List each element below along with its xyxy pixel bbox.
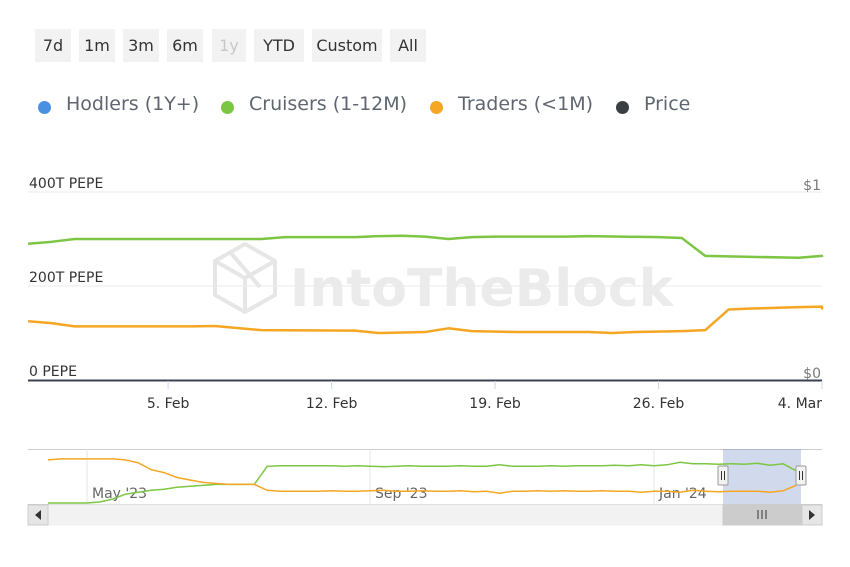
intotheblock-logo-icon — [213, 242, 277, 314]
x-tick-label: 26. Feb — [633, 396, 685, 412]
y-right-tick-label: $0 — [803, 366, 821, 382]
navigator-selection[interactable] — [723, 449, 801, 504]
navigator: May '23 Sep '23 Jan '24 — [27, 449, 823, 526]
range-button-7d[interactable]: 7d — [35, 29, 71, 62]
x-tick-label: 12. Feb — [306, 396, 358, 412]
navigator-series-traders — [47, 458, 797, 494]
range-button-ytd[interactable]: YTD — [254, 29, 304, 62]
navigator-handle-right[interactable] — [795, 465, 807, 486]
axes: 0 PEPE 200T PEPE 400T PEPE $0 $1 5. Feb 12. Fe… — [28, 176, 823, 412]
legend-dot-icon — [221, 101, 234, 114]
range-button-6m[interactable]: 6m — [167, 29, 203, 62]
x-tick-label: 5. Feb — [147, 396, 190, 412]
range-button-1y: 1y — [212, 29, 246, 62]
legend-label: Traders (<1M) — [458, 93, 593, 115]
navigator-handle-left[interactable] — [717, 465, 729, 486]
x-tick-label: 4. Mar — [778, 396, 822, 412]
legend-label: Hodlers (1Y+) — [66, 93, 200, 115]
arrow-right-icon[interactable] — [801, 504, 823, 526]
series-line-traders — [27, 305, 824, 335]
legend-dot-icon — [616, 101, 629, 114]
y-right-tick-label: $1 — [803, 178, 821, 194]
y-tick-label: 400T PEPE — [29, 176, 103, 192]
navigator-tick-label: Sep '23 — [375, 486, 428, 502]
legend-dot-icon — [430, 101, 443, 114]
watermark: IntoTheBlock — [213, 242, 675, 319]
legend-label: Price — [644, 93, 691, 115]
grip-lines-icon[interactable] — [722, 504, 802, 526]
arrow-left-icon[interactable] — [27, 504, 49, 526]
y-tick-label: 200T PEPE — [29, 270, 103, 286]
range-button-all[interactable]: All — [390, 29, 426, 62]
scrollbar-track[interactable] — [27, 504, 823, 526]
grid — [28, 191, 822, 287]
range-button-1m[interactable]: 1m — [79, 29, 115, 62]
y-tick-label: 0 PEPE — [29, 364, 77, 380]
legend-label: Cruisers (1-12M) — [249, 93, 408, 115]
watermark-text: IntoTheBlock — [290, 259, 675, 319]
series-line-cruisers — [27, 234, 824, 260]
legend-dot-icon — [38, 101, 51, 114]
plot-area — [27, 234, 824, 335]
navigator-tick-label: Jan '24 — [658, 486, 707, 502]
navigator-tick-label: May '23 — [92, 486, 147, 502]
x-tick-label: 19. Feb — [469, 396, 521, 412]
navigator-series-cruisers — [48, 461, 797, 504]
range-button-3m[interactable]: 3m — [123, 29, 159, 62]
range-button-custom[interactable]: Custom — [312, 29, 382, 62]
